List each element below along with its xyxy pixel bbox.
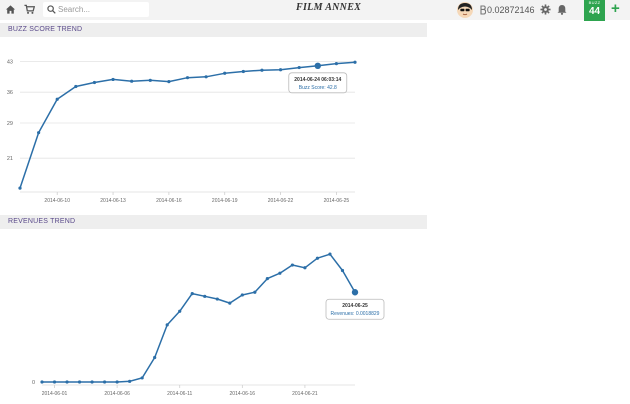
cart-icon[interactable]	[24, 4, 35, 15]
data-point	[165, 323, 169, 327]
data-point	[52, 380, 57, 384]
gear-icon[interactable]	[540, 4, 551, 15]
data-point	[115, 380, 119, 384]
data-point	[278, 271, 282, 275]
data-point	[74, 84, 78, 89]
x-tick-label: 2014-06-16	[230, 391, 256, 397]
tooltip-date: 2014-06-24 06:03:14	[294, 77, 341, 83]
x-tick-label: 2014-06-19	[212, 198, 238, 204]
site-logo[interactable]: FILM ANNEX	[296, 2, 362, 13]
balance-amount: 0.02872146	[487, 5, 535, 15]
series-line	[42, 253, 356, 383]
data-point	[240, 293, 244, 297]
tooltip-date: 2014-06-25	[342, 303, 368, 309]
x-tick-label: 2014-06-06	[104, 391, 130, 397]
y-tick-label: 0	[32, 380, 35, 386]
x-tick-label: 2014-06-11	[167, 391, 192, 397]
avatar[interactable]	[457, 2, 473, 18]
highlighted-point	[351, 289, 359, 296]
data-point	[260, 68, 264, 72]
bell-icon[interactable]	[557, 4, 567, 15]
data-point	[140, 376, 144, 380]
data-point	[204, 75, 208, 79]
revenues-chart: 0 2014-06-01 2014-06-06 2014-06-11 2014-06-1…	[32, 252, 385, 397]
data-point	[215, 297, 219, 301]
data-point	[130, 79, 134, 83]
data-point	[18, 186, 22, 190]
home-icon[interactable]	[5, 4, 16, 15]
x-tick-label: 2014-06-13	[100, 198, 126, 204]
data-point	[328, 252, 332, 256]
x-tick-label: 2014-06-10	[44, 198, 70, 204]
data-point	[353, 60, 357, 64]
data-point	[111, 77, 115, 82]
y-tick-label: 21	[7, 156, 13, 162]
highlighted-point	[314, 62, 321, 69]
tooltip-value: Revenues: 0.0018829	[331, 311, 380, 317]
data-point	[297, 65, 301, 70]
data-point	[223, 71, 227, 75]
buzz-score-chart: 21 29 36 43 2014-06-10 2014-06-13 2014-06-16 20…	[7, 59, 357, 204]
x-tick-label: 2014-06-16	[156, 198, 182, 204]
x-tick-label: 2014-06-21	[292, 391, 318, 397]
x-tick-label: 2014-06-22	[268, 198, 294, 204]
data-point	[190, 292, 194, 296]
data-point	[303, 266, 307, 270]
buzz-badge-label: BUZZ	[588, 0, 601, 5]
revenues-title: REVENUES TREND	[8, 218, 76, 225]
plus-icon[interactable]: +	[611, 0, 620, 17]
y-tick-label: 43	[7, 59, 13, 65]
data-point	[203, 294, 207, 298]
data-point	[90, 380, 94, 384]
data-point	[153, 355, 157, 360]
tooltip-box	[288, 72, 348, 94]
data-point	[65, 380, 69, 384]
data-point	[148, 78, 152, 82]
tooltip-box	[325, 298, 385, 320]
revenues-header: REVENUES TREND	[0, 215, 427, 229]
x-tick-label: 2014-06-01	[42, 391, 68, 397]
buzz-badge-value: 44	[588, 6, 601, 17]
buzz-score-title: BUZZ SCORE TREND	[8, 26, 83, 33]
data-point	[40, 380, 44, 384]
search-icon	[47, 5, 56, 14]
data-point	[167, 80, 171, 84]
data-point	[340, 268, 345, 273]
buzz-score-badge[interactable]: BUZZ 44	[584, 0, 605, 21]
data-point	[77, 380, 82, 384]
data-point	[334, 62, 338, 66]
buzz-score-header: BUZZ SCORE TREND	[0, 23, 427, 37]
data-point	[178, 309, 182, 313]
avatar-image	[458, 3, 472, 16]
data-point	[278, 68, 283, 72]
data-point	[315, 256, 320, 260]
bitcoin-icon	[480, 5, 486, 15]
data-point	[128, 379, 132, 383]
data-point	[265, 277, 269, 281]
data-point	[253, 290, 257, 294]
data-point	[185, 76, 190, 80]
data-point	[55, 97, 59, 101]
top-bar: FILM ANNEX 0.02872146 BUZZ 44 +	[0, 0, 630, 21]
data-point	[241, 69, 245, 74]
tooltip-value: Buzz Score: 42.8	[299, 85, 337, 91]
y-tick-label: 36	[7, 90, 13, 96]
data-point	[103, 380, 107, 384]
x-tick-label: 2014-06-25	[324, 198, 350, 204]
search-input[interactable]	[58, 2, 146, 17]
y-tick-label: 29	[7, 121, 13, 127]
search-box[interactable]	[43, 2, 149, 17]
data-point	[228, 301, 232, 305]
data-point	[92, 80, 97, 85]
data-point	[37, 131, 41, 135]
data-point	[290, 263, 294, 267]
